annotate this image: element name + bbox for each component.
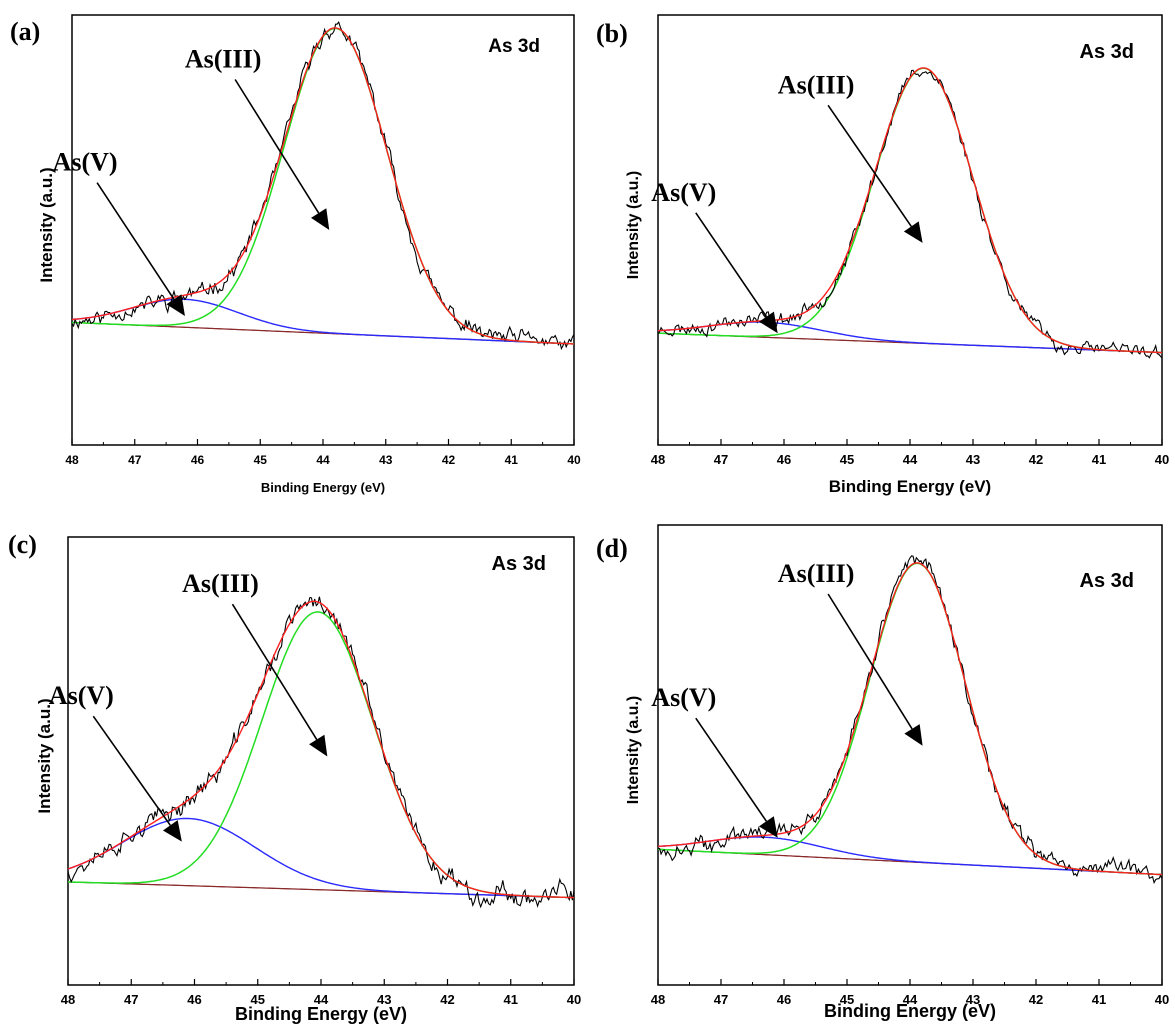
x-axis-title-c: Binding Energy (eV): [235, 1004, 407, 1024]
chart-b: 48 47 46 45 44 43 42 41 40 Binding Energy (eV) Int…: [596, 14, 1169, 496]
raw-spectrum-curve-a: [71, 21, 575, 351]
x-tick-label-d-48: 48: [651, 992, 665, 1007]
x-tick-label-a-40: 40: [567, 453, 581, 467]
x-tick-label-a-45: 45: [254, 453, 268, 467]
arrow-head-asv-c: [162, 820, 182, 842]
panel-label-b: (b): [596, 19, 628, 48]
x-tick-label-c-46: 46: [187, 992, 201, 1007]
x-tick-label-c-45: 45: [251, 992, 265, 1007]
annotation-asv-d: As(V): [651, 683, 716, 712]
x-tick-label-b-45: 45: [840, 452, 854, 467]
as-v-fit-curve-c: [67, 817, 574, 899]
x-tick-label-b-41: 41: [1092, 452, 1106, 467]
x-tick-label-d-47: 47: [714, 992, 728, 1007]
x-tick-label-b-46: 46: [777, 452, 791, 467]
x-tick-label-b-47: 47: [714, 452, 728, 467]
x-tick-label-a-43: 43: [379, 453, 393, 467]
annotation-asv-c: As(V): [49, 681, 114, 710]
x-tick-label-c-40: 40: [567, 992, 581, 1007]
panel-label-a: (a): [10, 17, 40, 46]
x-tick-label-a-46: 46: [191, 453, 205, 467]
arrow-line-asiii-c: [231, 603, 318, 740]
chart-c: 48 47 46 45 44 43 42 41 40 Binding Energy (eV) Int…: [8, 530, 581, 1024]
arrow-head-asiii-d: [904, 724, 923, 746]
arrow-head-asv-b: [759, 311, 778, 334]
corner-label-d: As 3d: [1080, 570, 1134, 592]
raw-spectrum-curve-d: [657, 555, 1163, 885]
x-tick-label-c-48: 48: [61, 992, 75, 1007]
x-tick-label-c-47: 47: [124, 992, 138, 1007]
panel-b: 48 47 46 45 44 43 42 41 40 Binding Energy (eV) Int…: [588, 0, 1175, 505]
envelope-fit-curve-d: [657, 562, 1163, 876]
arrow-line-asv-c: [92, 715, 171, 826]
chart-a: 48 47 46 45 44 43 42 41 40 Binding Energy (eV) Int…: [10, 14, 581, 495]
arrow-line-asv-b: [695, 212, 768, 318]
x-tick-label-d-42: 42: [1029, 992, 1043, 1007]
raw-spectrum-curve-c: [67, 596, 575, 909]
panel-label-c: (c): [8, 530, 37, 559]
plot-frame-a: [71, 14, 575, 446]
x-tick-label-a-47: 47: [128, 453, 142, 467]
x-tick-label-d-44: 44: [903, 992, 918, 1007]
panel-a: 48 47 46 45 44 43 42 41 40 Binding Energy (eV) Int…: [0, 0, 588, 505]
y-axis-title-a: Intensity (a.u.): [37, 167, 56, 282]
annotation-asv-b: As(V): [651, 178, 716, 207]
arrow-line-asv-d: [695, 717, 768, 822]
arrow-line-asiii-a: [234, 79, 320, 214]
y-axis-title-d: Intensity (a.u.): [625, 696, 642, 804]
x-tick-label-d-40: 40: [1155, 992, 1169, 1007]
arrow-head-asv-d: [758, 816, 778, 838]
x-tick-label-d-41: 41: [1092, 992, 1106, 1007]
corner-label-b: As 3d: [1080, 41, 1134, 63]
x-tick-label-b-43: 43: [966, 452, 980, 467]
arrow-line-asiii-b: [827, 104, 912, 227]
x-tick-label-b-40: 40: [1155, 452, 1169, 467]
corner-label-c: As 3d: [492, 553, 546, 575]
panel-d: 48 47 46 45 44 43 42 41 40 Binding Energy (eV) Int…: [588, 515, 1175, 1027]
x-tick-label-a-42: 42: [442, 453, 456, 467]
x-tick-label-b-48: 48: [651, 452, 665, 467]
envelope-fit-curve-a: [71, 27, 574, 345]
raw-spectrum-curve-b: [657, 69, 1163, 359]
envelope-fit-curve-b: [657, 67, 1162, 354]
as-iii-fit-curve-c: [67, 611, 574, 899]
x-tick-label-c-42: 42: [440, 992, 454, 1007]
y-axis-title-c: Intensity (a.u.): [35, 698, 54, 813]
plot-frame-d: [657, 524, 1163, 986]
chart-d: 48 47 46 45 44 43 42 41 40 Binding Energy (eV) Int…: [596, 524, 1169, 1021]
x-axis-title-a: Binding Energy (eV): [261, 480, 385, 495]
x-tick-label-a-41: 41: [505, 453, 519, 467]
annotation-asv-a: As(V): [53, 148, 118, 177]
as-v-fit-curve-a: [71, 298, 574, 345]
arrow-head-asiii-a: [311, 208, 330, 230]
arrow-head-asiii-b: [903, 221, 923, 243]
x-tick-label-b-42: 42: [1029, 452, 1043, 467]
x-axis-title-d: Binding Energy (eV): [824, 1001, 996, 1021]
as-iii-fit-curve-b: [657, 67, 1162, 354]
x-tick-label-a-48: 48: [65, 453, 79, 467]
annotation-asiii-d: As(III): [778, 559, 855, 588]
x-tick-label-d-43: 43: [966, 992, 980, 1007]
arrow-head-asiii-c: [309, 734, 328, 757]
x-tick-label-d-45: 45: [840, 992, 854, 1007]
envelope-fit-curve-c: [67, 600, 574, 899]
annotation-asiii-c: As(III): [182, 569, 259, 598]
corner-label-a: As 3d: [488, 36, 540, 57]
x-tick-label-c-43: 43: [377, 992, 391, 1007]
arrow-line-asv-a: [96, 182, 175, 300]
x-tick-label-b-44: 44: [903, 452, 918, 467]
annotation-asiii-a: As(III): [185, 45, 262, 74]
x-axis-title-b: Binding Energy (eV): [829, 477, 991, 496]
x-tick-label-a-44: 44: [316, 453, 330, 467]
x-tick-label-d-46: 46: [777, 992, 791, 1007]
arrow-line-asiii-d: [827, 593, 913, 730]
arrow-head-asv-a: [166, 294, 185, 316]
panel-c: 48 47 46 45 44 43 42 41 40 Binding Energy (eV) Int…: [0, 515, 588, 1027]
y-axis-title-b: Intensity (a.u.): [625, 171, 642, 279]
x-tick-label-c-41: 41: [504, 992, 518, 1007]
annotation-asiii-b: As(III): [778, 70, 855, 99]
x-tick-label-c-44: 44: [314, 992, 329, 1007]
panel-label-d: (d): [596, 534, 628, 563]
